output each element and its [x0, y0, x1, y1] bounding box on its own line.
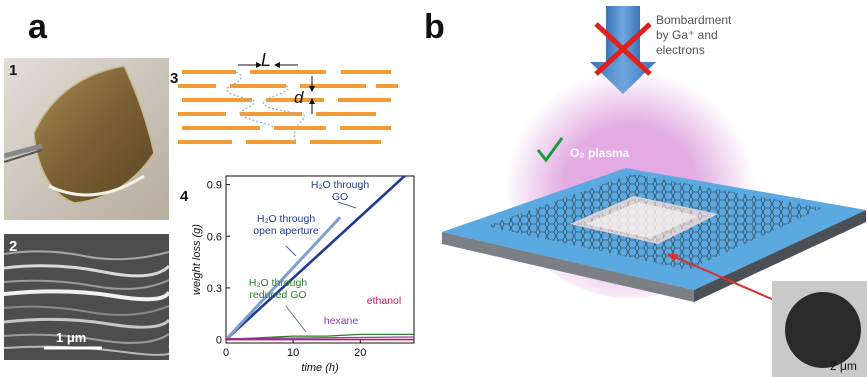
- panel-b-letter: b: [424, 8, 445, 46]
- x-tick-label: 10: [287, 347, 299, 359]
- bombardment-arrow-head: [590, 62, 656, 94]
- weight-loss-chart: 0 10 20 0 0.3 0.6 0.9 time (h) weight loss (g) H₂…: [191, 175, 415, 374]
- plot-frame: [225, 175, 415, 344]
- bombardment-label-line-1: Bombardment: [656, 13, 732, 27]
- y-axis-label: weight loss (g): [191, 224, 203, 295]
- pointer-arrow: [667, 253, 775, 301]
- series-annotation: reduced GO: [249, 289, 306, 301]
- series-annotation: ethanol: [367, 295, 401, 307]
- inset-aperture: [785, 292, 861, 368]
- bombardment-label-line-3: electrons: [656, 43, 705, 57]
- series-annotation: H₂O through: [249, 277, 308, 289]
- substrate-side: [694, 210, 866, 302]
- series-line: [226, 336, 414, 340]
- annotation-leader: [337, 201, 357, 209]
- sem-scale-bar-label: 1 μm: [56, 330, 87, 345]
- schematic-spacing-symbol: d: [294, 88, 304, 107]
- sem-image: 2 1 μm: [4, 234, 169, 360]
- schematic-graphic: [178, 62, 398, 144]
- check-icon: [536, 137, 564, 163]
- y-tick-label: 0.3: [207, 283, 222, 295]
- series-annotation: hexane: [324, 315, 359, 327]
- sem-texture: [4, 234, 169, 360]
- bombardment-label: Bombardment by Ga⁺ and electrons: [656, 13, 731, 58]
- plasma-label: O₂ plasma: [570, 146, 630, 160]
- y-tick-label: 0.6: [207, 231, 222, 243]
- schematic-label: 3: [170, 70, 179, 87]
- annotation-leader: [285, 305, 307, 333]
- y-tick-label: 0: [216, 335, 222, 347]
- x-tick-label: 0: [223, 347, 229, 359]
- series-line: [226, 216, 342, 341]
- panel-b-illustration: [442, 6, 867, 377]
- bombardment-label-line-2: by Ga⁺ and: [656, 28, 718, 42]
- series-annotation: GO: [332, 191, 348, 203]
- series-annotation: H₂O through: [257, 213, 316, 225]
- substrate-front: [442, 232, 694, 302]
- x-axis-label: time (h): [301, 362, 339, 374]
- schematic-length-symbol: L: [261, 50, 272, 70]
- x-tick-label: 20: [354, 347, 366, 359]
- inset-scale-label: 2 μm: [830, 359, 857, 373]
- series-line: [226, 176, 407, 341]
- go-film-photo: 1: [4, 58, 169, 220]
- series-annotation: H₂O through: [311, 179, 370, 191]
- plot-label: 4: [180, 188, 189, 205]
- go-film-illustration: [4, 58, 169, 220]
- series-annotation: open aperture: [253, 225, 319, 237]
- panel-a-letter: a: [28, 8, 47, 46]
- photo-label: 1: [9, 62, 18, 79]
- y-tick-label: 0.9: [207, 180, 222, 192]
- sem-label: 2: [9, 238, 18, 255]
- annotation-leader: [285, 245, 297, 257]
- layer-schematic: 3 L d: [170, 50, 398, 158]
- bombardment-arrow-shaft: [606, 6, 640, 62]
